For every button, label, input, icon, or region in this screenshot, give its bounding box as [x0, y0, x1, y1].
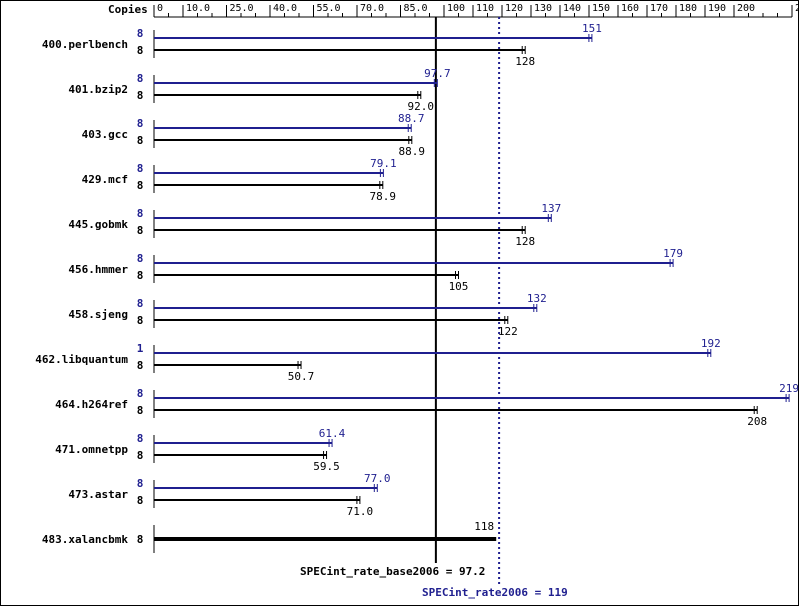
- peak-copies: 8: [137, 162, 144, 175]
- x-tick-label: 120: [505, 3, 523, 14]
- benchmark-name: 445.gobmk: [68, 218, 128, 231]
- benchmark-row: 400.perlbench 8 151 8 128: [42, 22, 602, 68]
- benchmark-row: 445.gobmk 8 137 8 128: [68, 202, 561, 248]
- benchmark-name: 429.mcf: [82, 173, 128, 186]
- base-copies: 8: [137, 134, 144, 147]
- x-tick-label: 10.0: [186, 3, 210, 14]
- peak-copies: 8: [137, 432, 144, 445]
- base-copies: 8: [137, 494, 144, 507]
- base-copies: 8: [137, 314, 144, 327]
- benchmark-row: 462.libquantum 1 192 8 50.7: [35, 337, 720, 383]
- x-tick-label: 25.0: [230, 3, 254, 14]
- peak-copies: 8: [137, 72, 144, 85]
- base-copies: 8: [137, 359, 144, 372]
- peak-value-label: 137: [541, 202, 561, 215]
- benchmark-name: 401.bzip2: [68, 83, 128, 96]
- base-value-label: 128: [515, 235, 535, 248]
- peak-copies: 8: [137, 27, 144, 40]
- base-value-label: 118: [474, 520, 494, 533]
- base-copies: 8: [137, 44, 144, 57]
- x-tick-label: 200: [737, 3, 755, 14]
- base-copies: 8: [137, 89, 144, 102]
- benchmark-name: 464.h264ref: [55, 398, 128, 411]
- reference-lines: [434, 17, 501, 584]
- peak-value-label: 97.7: [424, 67, 451, 80]
- benchmark-row: 464.h264ref 8 219 8 208: [55, 382, 799, 428]
- base-value-label: 88.9: [399, 145, 426, 158]
- benchmark-row: 429.mcf 8 79.1 8 78.9: [82, 157, 397, 203]
- base-reference-label: SPECint_rate_base2006 = 97.2: [300, 565, 485, 578]
- base-value-label: 78.9: [370, 190, 397, 203]
- base-value-label: 128: [515, 55, 535, 68]
- peak-reference-label: SPECint_rate2006 = 119: [422, 586, 568, 599]
- x-tick-label: 70.0: [360, 3, 384, 14]
- copies-header: Copies: [108, 3, 148, 16]
- x-tick-label: 150: [592, 3, 610, 14]
- benchmark-name: 403.gcc: [82, 128, 128, 141]
- benchmark-row: 456.hmmer 8 179 8 105: [68, 247, 683, 293]
- peak-value-label: 61.4: [319, 427, 346, 440]
- base-value-label: 208: [747, 415, 767, 428]
- benchmark-name: 483.xalancbmk: [42, 533, 128, 546]
- peak-value-label: 77.0: [364, 472, 391, 485]
- base-value-label: 50.7: [288, 370, 315, 383]
- x-tick-label: 85.0: [404, 3, 428, 14]
- peak-value-label: 151: [582, 22, 602, 35]
- peak-copies: 8: [137, 297, 144, 310]
- base-copies: 8: [137, 179, 144, 192]
- benchmark-row: 473.astar 8 77.0 8 71.0: [68, 472, 390, 518]
- x-tick-label: 40.0: [273, 3, 297, 14]
- peak-value-label: 88.7: [398, 112, 425, 125]
- peak-copies: 8: [137, 117, 144, 130]
- peak-value-label: 79.1: [370, 157, 397, 170]
- x-tick-label: 100: [447, 3, 465, 14]
- peak-copies: 8: [137, 252, 144, 265]
- benchmark-name: 471.omnetpp: [55, 443, 128, 456]
- peak-copies: 8: [137, 207, 144, 220]
- peak-value-label: 219: [779, 382, 799, 395]
- peak-value-label: 179: [663, 247, 683, 260]
- peak-value-label: 192: [701, 337, 721, 350]
- peak-copies: 8: [137, 387, 144, 400]
- x-axis: 0 10.0 25.0 40.0 55.0 70.0 85.0 100 110 120 130 140…: [153, 3, 799, 18]
- x-tick-label: 220: [795, 3, 799, 14]
- benchmark-row: 403.gcc 8 88.7 8 88.9: [82, 112, 425, 158]
- benchmark-name: 456.hmmer: [68, 263, 128, 276]
- benchmark-name: 400.perlbench: [42, 38, 128, 51]
- benchmark-row: 458.sjeng 8 132 8 122: [68, 292, 546, 338]
- x-tick-label: 110: [476, 3, 494, 14]
- x-tick-label: 140: [563, 3, 581, 14]
- base-copies: 8: [137, 224, 144, 237]
- base-value-label: 92.0: [408, 100, 435, 113]
- base-value-label: 71.0: [347, 505, 374, 518]
- x-tick-label: 180: [679, 3, 697, 14]
- base-value-label: 105: [449, 280, 469, 293]
- x-tick-label: 0: [157, 3, 163, 14]
- x-tick-label: 190: [708, 3, 726, 14]
- benchmark-name: 458.sjeng: [68, 308, 128, 321]
- base-copies: 8: [137, 269, 144, 282]
- x-tick-label: 160: [621, 3, 639, 14]
- base-value-label: 59.5: [313, 460, 340, 473]
- benchmark-name: 473.astar: [68, 488, 128, 501]
- x-tick-label: 170: [650, 3, 668, 14]
- peak-copies: 1: [137, 342, 144, 355]
- peak-copies: 8: [137, 477, 144, 490]
- x-tick-label: 130: [534, 3, 552, 14]
- base-value-label: 122: [498, 325, 518, 338]
- benchmark-name: 462.libquantum: [35, 353, 128, 366]
- peak-value-label: 132: [527, 292, 547, 305]
- benchmark-row: 471.omnetpp 8 61.4 8 59.5: [55, 427, 346, 473]
- x-tick-label: 55.0: [317, 3, 341, 14]
- base-copies: 8: [137, 449, 144, 462]
- base-copies: 8: [137, 404, 144, 417]
- benchmark-row: 401.bzip2 8 97.7 8 92.0: [68, 67, 450, 113]
- benchmark-rows: 400.perlbench 8 151 8 128 401.bzip2 8 97.7 8 92.0…: [35, 22, 799, 553]
- benchmark-row: 483.xalancbmk 8 118: [42, 520, 497, 553]
- base-copies: 8: [137, 533, 144, 546]
